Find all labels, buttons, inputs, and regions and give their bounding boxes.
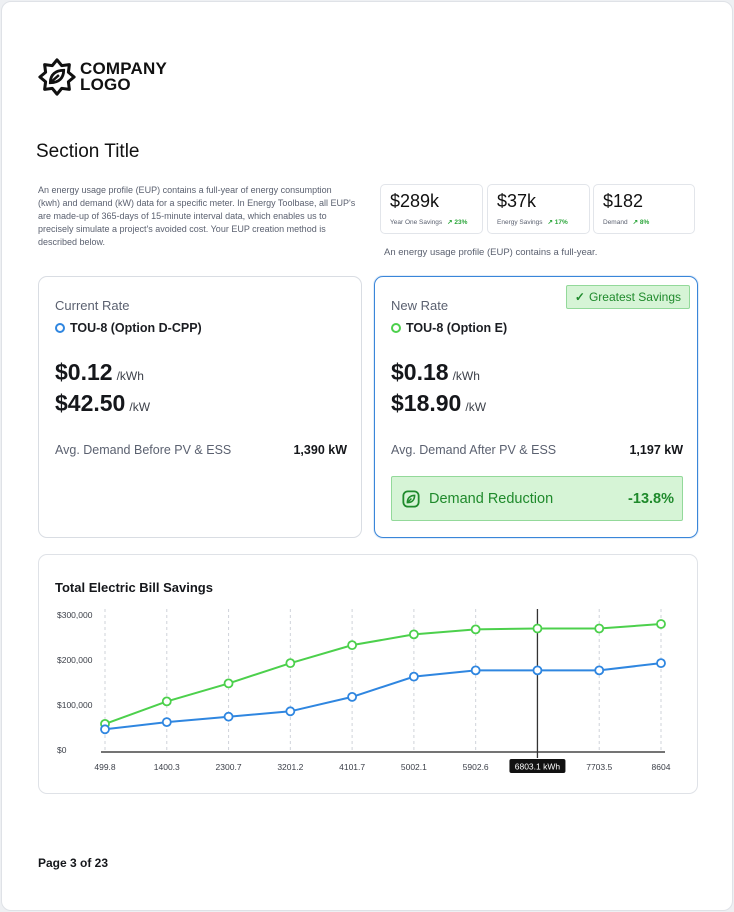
data-point [532, 665, 543, 676]
green-ring-icon [391, 323, 401, 333]
data-point [594, 623, 605, 634]
avg-demand-after: Avg. Demand After PV & ESS 1,197 kW [391, 443, 683, 457]
stat-year-one-savings: $289k Year One Savings ↗ 23% [380, 184, 483, 234]
data-point [656, 658, 666, 669]
new-energy-price: $0.18/kWh [391, 359, 480, 386]
current-rate-card: Current Rate TOU-8 (Option D-CPP) $0.12/… [38, 276, 362, 538]
y-tick-label: $200,000 [57, 655, 93, 665]
current-demand-price: $42.50/kW [55, 390, 150, 417]
x-tick-label: 4101.7 [339, 762, 365, 772]
data-point [594, 665, 605, 676]
energy-price-value: $0.12 [55, 359, 113, 385]
data-point [223, 711, 234, 722]
energy-price-value: $0.18 [391, 359, 449, 385]
x-tick-label: 499.8 [94, 762, 116, 772]
leaf-icon [402, 489, 420, 508]
x-tick-label: 5002.1 [401, 762, 427, 772]
data-point [347, 691, 358, 702]
new-plan: TOU-8 (Option E) [391, 321, 507, 335]
demand-reduction-label: Demand Reduction [429, 490, 554, 507]
demand-price-value: $18.90 [391, 390, 462, 416]
data-point [408, 671, 419, 682]
x-tick-label: 8604 [652, 762, 671, 772]
stat-demand: $182 Demand ↗ 8% [593, 184, 695, 234]
page-number: Page 3 of 23 [38, 856, 109, 870]
data-point [161, 717, 172, 728]
current-plan-name: TOU-8 (Option D-CPP) [70, 321, 202, 335]
data-point [100, 724, 110, 735]
blue-ring-icon [55, 323, 65, 333]
y-tick-label: $300,000 [57, 610, 93, 620]
x-tick-label: 1400.3 [154, 762, 180, 772]
avg-demand-label: Avg. Demand Before PV & ESS [55, 443, 232, 457]
current-rate-label: Current Rate [55, 298, 130, 313]
stat-change: ↗ 8% [632, 219, 650, 226]
x-tick-label: 7703.5 [586, 762, 612, 772]
demand-reduction-value: -13.8% [628, 490, 674, 507]
stats-note: An energy usage profile (EUP) contains a… [384, 247, 598, 258]
new-rate-card: ✓ Greatest Savings New Rate TOU-8 (Optio… [374, 276, 698, 538]
avg-demand-value: 1,197 kW [629, 443, 683, 457]
current-energy-price: $0.12/kWh [55, 359, 144, 386]
hover-label-box [509, 759, 566, 773]
data-point [470, 624, 481, 635]
energy-price-unit: /kWh [452, 369, 480, 383]
y-tick-label: $0 [57, 745, 67, 755]
stat-value: $289k [390, 191, 440, 211]
avg-demand-before: Avg. Demand Before PV & ESS 1,390 kW [55, 443, 347, 457]
logo-mark-icon [38, 58, 76, 96]
data-point [347, 640, 358, 651]
section-title: Section Title [36, 141, 140, 162]
data-point [408, 629, 419, 640]
x-tick-label: 3201.2 [277, 762, 303, 772]
new-plan-name: TOU-8 (Option E) [406, 321, 508, 335]
series-line [104, 662, 662, 731]
data-point [656, 619, 666, 629]
new-demand-price: $18.90/kW [391, 390, 486, 417]
badge-label: Greatest Savings [588, 290, 681, 304]
avg-demand-value: 1,390 kW [293, 443, 347, 457]
x-tick-label: 5902.6 [463, 762, 489, 772]
demand-price-unit: /kW [465, 400, 487, 414]
demand-price-unit: /kW [129, 400, 151, 414]
savings-chart-card: Total Electric Bill Savings $0 $100,000 $2… [38, 554, 698, 794]
stat-label: Demand [603, 219, 628, 226]
company-logo: COMPANY LOGO [38, 58, 167, 96]
data-point [285, 658, 296, 669]
stat-change: ↗ 17% [547, 219, 568, 226]
energy-price-unit: /kWh [116, 369, 144, 383]
series-line [104, 623, 662, 725]
demand-reduction-box: Demand Reduction -13.8% [391, 476, 683, 521]
current-plan: TOU-8 (Option D-CPP) [55, 321, 202, 335]
y-tick-label: $100,000 [57, 700, 93, 710]
stat-energy-savings: $37k Energy Savings ↗ 17% [487, 184, 590, 234]
hover-x-label: 6803.1 kWh [515, 762, 561, 772]
data-point [285, 706, 296, 717]
chart-title: Total Electric Bill Savings [55, 580, 213, 595]
stat-change: ↗ 23% [447, 219, 468, 226]
stat-label: Year One Savings [390, 219, 443, 226]
demand-price-value: $42.50 [55, 390, 126, 416]
data-point [470, 665, 481, 676]
stat-label: Energy Savings [497, 219, 543, 226]
logo-text: COMPANY LOGO [80, 59, 168, 94]
data-point [161, 696, 172, 707]
intro-text: An energy usage profile (EUP) contains a… [38, 185, 356, 247]
stat-value: $182 [603, 191, 644, 211]
logo-line-1: COMPANY [80, 59, 168, 78]
avg-demand-label: Avg. Demand After PV & ESS [391, 443, 557, 457]
new-rate-label: New Rate [391, 298, 449, 313]
x-tick-label: 2300.7 [216, 762, 242, 772]
logo-line-2: LOGO [80, 75, 131, 94]
greatest-savings-badge: ✓ Greatest Savings [565, 285, 690, 309]
stat-value: $37k [497, 191, 537, 211]
savings-line-chart[interactable]: $0 $100,000 $200,000 $300,000 499.8 1400.3 230… [39, 555, 699, 795]
data-point [532, 623, 543, 634]
data-point [223, 678, 234, 689]
check-icon: ✓ [574, 290, 585, 304]
